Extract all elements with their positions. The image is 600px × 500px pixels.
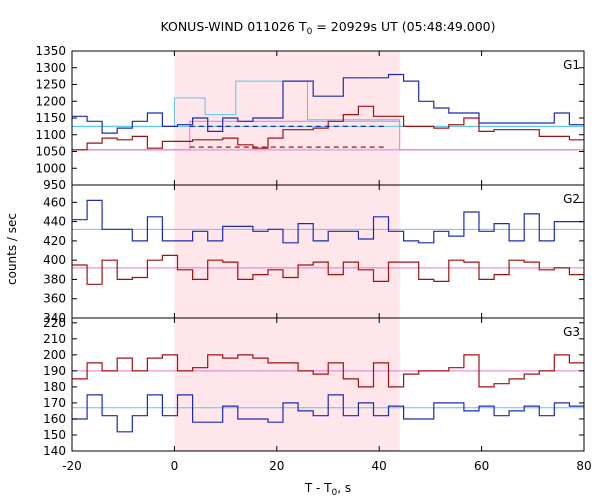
panel-g1: 950 1000 1050 1100 1150 1200 1250 1300 1350 G1	[35, 44, 585, 192]
y-tick-label: 160	[43, 412, 66, 426]
y-tick-label: 180	[43, 380, 66, 394]
counts-series-red	[72, 105, 584, 151]
y-tick-label: 400	[43, 253, 66, 267]
y-tick-label: 380	[43, 272, 66, 286]
y-tick-label: 1150	[35, 111, 66, 125]
y-tick-label: 1300	[35, 61, 66, 75]
counts-series-blue	[72, 199, 584, 244]
x-axis-label: T - T0, s	[304, 481, 351, 498]
panels: 950 1000 1050 1100 1150 1200 1250 1300 1350 G1 340…	[35, 44, 585, 458]
x-tick-label: 0	[171, 459, 179, 473]
x-tick-label: 40	[372, 459, 387, 473]
y-tick-label: 360	[43, 292, 66, 306]
panel-name-label: G3	[563, 325, 580, 339]
y-tick-label: 220	[43, 316, 66, 330]
panel-g3: 140 150 160 170 180 190 200 210 220 G3	[43, 316, 585, 458]
counts-series-red	[72, 254, 584, 285]
panel-name-label: G1	[563, 58, 580, 72]
y-axis-label: counts / sec	[5, 213, 19, 285]
x-tick-label: 60	[474, 459, 489, 473]
y-tick-label: 1200	[35, 94, 66, 108]
burst-interval-band	[174, 318, 400, 451]
counts-series-red	[72, 354, 584, 388]
panel-g2: 340 360 380 400 420 440 460 G2	[43, 184, 585, 325]
fit-line-pink	[72, 120, 584, 151]
y-tick-label: 1100	[35, 128, 66, 142]
panel-frame	[71, 317, 585, 452]
chart-title-text: KONUS-WIND 011026 T0 = 20929s UT (05:48:…	[160, 19, 495, 37]
burst-interval-band	[174, 185, 400, 318]
y-tick-label: 150	[43, 428, 66, 442]
y-tick-label: 210	[43, 332, 66, 346]
x-tick-label: -20	[62, 459, 82, 473]
y-tick-label: 440	[43, 215, 66, 229]
counts-series-blue	[72, 394, 584, 433]
y-tick-label: 200	[43, 348, 66, 362]
y-tick-label: 1050	[35, 145, 66, 159]
y-tick-label: 140	[43, 444, 66, 458]
x-tick-label: 80	[576, 459, 591, 473]
burst-interval-band	[174, 51, 400, 185]
y-tick-label: 460	[43, 195, 66, 209]
y-tick-label: 1250	[35, 78, 66, 92]
y-tick-label: 340	[43, 311, 66, 325]
y-tick-label: 420	[43, 234, 66, 248]
y-tick-label: 1350	[35, 44, 66, 58]
y-tick-label: 950	[43, 178, 66, 192]
chart-title: KONUS-WIND 011026 T0 = 20929s UT (05:48:…	[160, 19, 495, 37]
panel-name-label: G2	[563, 192, 580, 206]
y-tick-label: 170	[43, 396, 66, 410]
x-tick-label: 20	[269, 459, 284, 473]
x-axis: -20 0 20 40 60 80	[62, 459, 591, 473]
y-tick-label: 1000	[35, 161, 66, 175]
y-tick-label: 190	[43, 364, 66, 378]
